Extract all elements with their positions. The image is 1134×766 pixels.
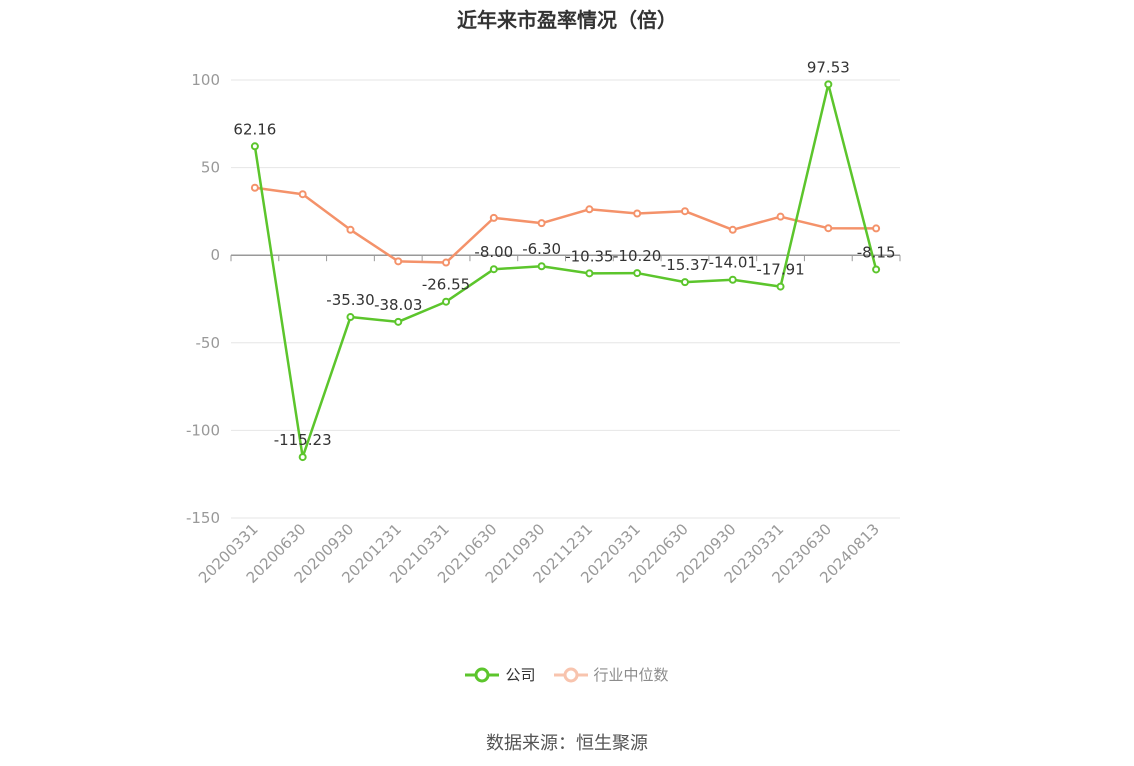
company-point — [728, 275, 737, 284]
company-point — [633, 269, 642, 278]
company-point — [394, 317, 403, 326]
company-data-label: -14.01 — [709, 254, 757, 272]
legend-industry-icon — [553, 667, 588, 682]
company-data-label: -8.00 — [474, 243, 513, 261]
company-data-label: -35.30 — [326, 291, 374, 309]
industry-median-point — [728, 225, 737, 234]
company-data-label: -15.37 — [661, 256, 709, 274]
industry-median-point — [680, 207, 689, 216]
company-data-label: -6.30 — [522, 240, 561, 258]
y-tick-label: -50 — [196, 334, 221, 352]
industry-median-point — [872, 224, 881, 233]
legend-item-company[interactable]: 公司 — [465, 664, 536, 685]
industry-median-line — [254, 186, 877, 264]
company-point — [442, 297, 451, 306]
legend-company-label: 公司 — [505, 666, 536, 684]
company-data-label: -38.03 — [374, 296, 422, 314]
industry-median-point — [776, 212, 785, 221]
line-chart: 100 50 0 -50 -100 -150 2020033120200630202009… — [186, 58, 901, 587]
industry-median-point — [250, 183, 259, 192]
industry-median-point — [346, 225, 355, 234]
industry-median-point — [394, 257, 403, 266]
legend-company-icon — [465, 667, 500, 682]
data-source: 数据来源：恒生聚源 — [486, 733, 648, 754]
company-data-label: -10.35 — [565, 247, 613, 265]
company-point — [489, 265, 498, 274]
legend: 公司 行业中位数 — [0, 664, 1134, 685]
company-line — [253, 83, 878, 459]
y-tick-label: -100 — [186, 421, 220, 439]
y-axis: 100 50 0 -50 -100 -150 — [186, 71, 220, 527]
company-data-label: 97.53 — [807, 58, 850, 76]
company-data-label: 62.16 — [233, 120, 276, 138]
company-data-label: -115.23 — [274, 431, 332, 449]
company-point — [537, 262, 546, 271]
industry-median-point — [537, 219, 546, 228]
industry-median-point — [489, 213, 498, 222]
chart-title: 近年来市盈率情况（倍） — [457, 8, 677, 32]
industry-median-point — [824, 224, 833, 233]
company-point — [872, 265, 881, 274]
industry-median-point — [585, 205, 594, 214]
legend-industry-label: 行业中位数 — [593, 666, 669, 684]
company-point — [298, 453, 307, 462]
company-data-label: -26.55 — [422, 276, 470, 294]
company-point — [824, 80, 833, 89]
company-point — [585, 269, 594, 278]
company-point — [776, 282, 785, 291]
x-axis: 2020033120200630202009302020123120210331… — [195, 254, 901, 587]
y-tick-label: 0 — [210, 246, 220, 264]
data-labels: 62.16 -115.23 -35.30 -38.03-26.55-8.00 -6.30… — [233, 58, 895, 449]
company-data-label: -10.20 — [613, 247, 661, 265]
industry-median-point — [633, 209, 642, 218]
y-tick-label: 50 — [201, 159, 220, 177]
company-data-label: -17.91 — [756, 261, 804, 279]
y-tick-label: 100 — [191, 71, 220, 89]
industry-median-point — [442, 258, 451, 267]
company-point — [680, 278, 689, 287]
company-point — [250, 142, 259, 151]
y-tick-label: -150 — [186, 509, 220, 527]
company-point — [346, 313, 355, 322]
industry-median-point — [298, 190, 307, 199]
legend-item-industry-median[interactable]: 行业中位数 — [553, 664, 669, 685]
series-group — [250, 80, 881, 462]
company-data-label: -8.15 — [857, 243, 896, 261]
